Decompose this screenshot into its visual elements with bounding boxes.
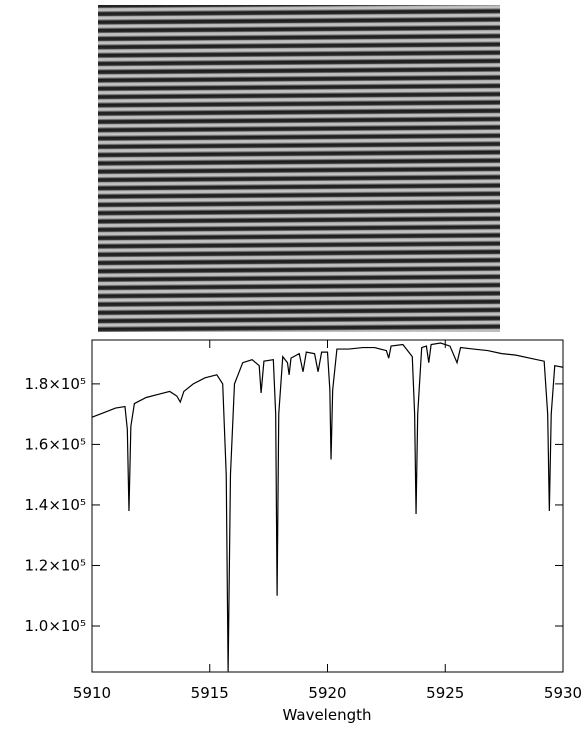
spectrum-image — [98, 5, 500, 332]
y-tick-label: 1.6×10⁵ — [24, 435, 86, 453]
x-tick-label: 5920 — [308, 684, 346, 702]
y-tick-label: 1.2×10⁵ — [24, 556, 86, 574]
plot-frame — [91, 339, 564, 673]
x-axis-label: Wavelength — [283, 706, 372, 724]
x-tick-label: 5915 — [191, 684, 229, 702]
x-tick-label: 5930 — [544, 684, 582, 702]
y-tick-label: 1.4×10⁵ — [24, 496, 86, 514]
y-tick-label: 1.0×10⁵ — [24, 617, 86, 635]
y-tick-label: 1.8×10⁵ — [24, 375, 86, 393]
x-tick-label: 5910 — [73, 684, 111, 702]
plot: 5910 5915 5920 5925 5930 1.0×10⁵ 1.2×10⁵ 1.4×10… — [24, 340, 582, 702]
spectrum-line — [91, 342, 564, 672]
x-tick-label: 5925 — [426, 684, 464, 702]
